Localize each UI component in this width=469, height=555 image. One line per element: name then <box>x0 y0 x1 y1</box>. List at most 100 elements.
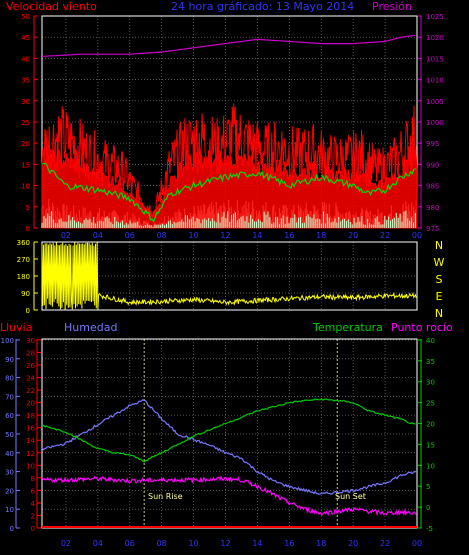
rain-tick-label: 12 <box>26 450 35 458</box>
compass-label: S <box>436 273 443 286</box>
pressure-tick-label: 990 <box>426 161 439 169</box>
direction-tick-label: 180 <box>17 273 30 281</box>
dewpoint-label: Punto rocío <box>391 321 453 334</box>
rain-tick-label: 8 <box>31 475 35 483</box>
x-tick-label: 22 <box>380 231 390 240</box>
rain-tick-label: 30 <box>26 337 35 345</box>
compass-label: N <box>435 307 443 320</box>
dewpoint-line <box>41 475 417 517</box>
wind-tick-label: 20 <box>21 140 30 148</box>
humidity-tick-label: 10 <box>5 506 14 514</box>
temperature-tick-label: 35 <box>426 358 435 366</box>
compass-label: W <box>434 256 445 269</box>
humidity-tick-label: 90 <box>5 356 14 364</box>
humidity-axis: 0 10 20 30 40 50 60 70 80 90 100 <box>1 337 20 533</box>
rain-tick-label: 0 <box>31 525 35 533</box>
x-tick-label: 06 <box>125 539 135 548</box>
pressure-tick-label: 1010 <box>426 77 444 85</box>
wind-gust-line <box>41 103 418 229</box>
x-tick-label: 12 <box>220 231 230 240</box>
wind-tick-label: 45 <box>21 34 30 42</box>
rain-tick-label: 16 <box>26 425 35 433</box>
pressure-tick-label: 985 <box>426 183 439 191</box>
temperature-tick-label: 5 <box>426 483 430 491</box>
direction-tick-label: 270 <box>17 256 30 264</box>
x-tick-label: 02 <box>61 231 71 240</box>
wind-tick-label: 30 <box>21 98 30 106</box>
humidity-tick-label: 40 <box>5 450 14 458</box>
humidity-label: Humedad <box>64 321 117 334</box>
pressure-tick-label: 995 <box>426 140 439 148</box>
rain-tick-label: 6 <box>31 487 36 495</box>
rain-tick-label: 4 <box>31 500 36 508</box>
x-tick-label: 20 <box>348 231 358 240</box>
temperature-line <box>41 398 416 463</box>
wind-average-line <box>41 162 416 223</box>
pressure-tick-label: 1020 <box>426 34 444 42</box>
temperature-tick-label: 10 <box>426 462 435 470</box>
rain-tick-label: 20 <box>26 400 35 408</box>
x-tick-label: 04 <box>93 231 103 240</box>
top-x-axis: 02 04 06 08 10 12 14 16 18 20 22 00 <box>61 231 422 240</box>
humidity-tick-label: 30 <box>5 469 14 477</box>
wind-tick-label: 50 <box>21 13 30 21</box>
humidity-tick-label: 60 <box>5 412 14 420</box>
temperature-axis: -5 0 5 10 15 20 25 30 35 40 <box>418 337 435 533</box>
pressure-tick-label: 980 <box>426 204 439 212</box>
humidity-tick-label: 70 <box>5 393 14 401</box>
x-tick-label: 14 <box>252 231 262 240</box>
bottom-x-axis: 02 04 06 08 10 12 14 16 18 20 22 00 <box>61 539 422 548</box>
humidity-tick-label: 0 <box>10 525 14 533</box>
direction-tick-label: 360 <box>17 239 30 247</box>
x-tick-label: 20 <box>348 539 358 548</box>
compass-label: N <box>435 239 443 252</box>
x-tick-label: 14 <box>252 539 262 548</box>
pressure-axis: 975 980 985 990 995 1000 1005 1010 1015 1020 1025 <box>418 13 444 233</box>
temperature-label: Temperatura <box>312 321 383 334</box>
x-tick-label: 16 <box>284 231 294 240</box>
x-tick-label: 04 <box>93 539 103 548</box>
temperature-tick-label: 20 <box>426 421 435 429</box>
chart-title: 24 hora gráficado: 13 Mayo 2014 <box>171 0 354 13</box>
x-tick-label: 00 <box>412 231 422 240</box>
wind-speed-label: Velocidad viento <box>6 0 97 13</box>
rain-label: Lluvia <box>0 321 32 334</box>
x-tick-label: 00 <box>412 539 422 548</box>
pressure-tick-label: 1000 <box>426 119 444 127</box>
wind-tick-label: 15 <box>21 161 30 169</box>
compass-label: E <box>436 290 443 303</box>
humidity-tick-label: 80 <box>5 375 14 383</box>
temperature-tick-label: 40 <box>426 337 435 345</box>
direction-tick-label: 0 <box>26 307 30 315</box>
rain-tick-label: 22 <box>26 387 35 395</box>
temperature-tick-label: 30 <box>426 379 435 387</box>
wind-tick-label: 5 <box>26 204 30 212</box>
pressure-tick-label: 1015 <box>426 55 444 63</box>
wind-speed-area <box>41 146 418 229</box>
wind-tick-label: 40 <box>21 55 30 63</box>
wind-pressure-plot <box>41 34 418 229</box>
x-tick-label: 18 <box>316 539 326 548</box>
pressure-tick-label: 1025 <box>426 13 444 21</box>
wind-speed-axis: 0 5 10 15 20 25 30 35 40 45 50 <box>21 13 38 233</box>
sunset-label: Sun Set <box>335 492 366 501</box>
x-tick-label: 06 <box>125 231 135 240</box>
humidity-line <box>41 398 417 495</box>
x-tick-label: 10 <box>189 231 199 240</box>
humidity-temperature-plot <box>41 398 417 528</box>
wind-tick-label: 0 <box>26 225 30 233</box>
x-tick-label: 02 <box>61 539 71 548</box>
x-tick-label: 16 <box>284 539 294 548</box>
sunrise-label: Sun Rise <box>148 492 183 501</box>
x-tick-label: 10 <box>189 539 199 548</box>
pressure-tick-label: 1005 <box>426 98 444 106</box>
humidity-tick-label: 50 <box>5 431 14 439</box>
rain-tick-label: 2 <box>31 512 35 520</box>
temperature-tick-label: 0 <box>426 504 430 512</box>
humidity-tick-label: 100 <box>1 337 14 345</box>
x-tick-label: 08 <box>157 231 167 240</box>
rain-tick-label: 14 <box>26 437 35 445</box>
